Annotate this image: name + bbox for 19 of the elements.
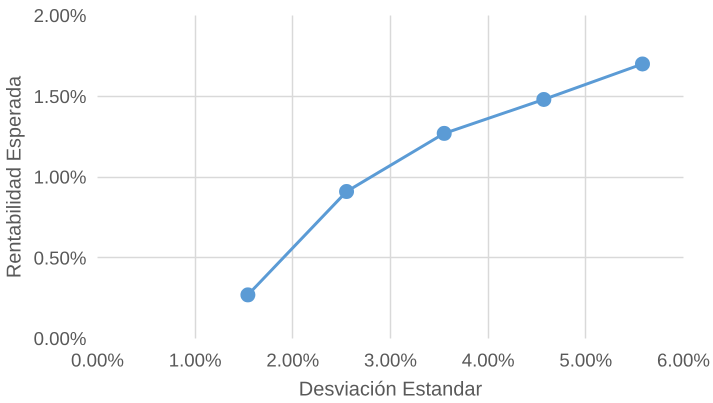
y-tick-label: 0.50%	[34, 247, 87, 268]
x-axis-title: Desviación Estandar	[298, 378, 483, 400]
x-tick-label: 5.00%	[559, 350, 612, 370]
x-tick-label: 4.00%	[462, 350, 515, 370]
point	[339, 184, 354, 200]
x-tick-label: 6.00%	[657, 350, 710, 370]
x-tick-label: 2.00%	[266, 350, 320, 370]
x-tick-label: 1.00%	[168, 350, 222, 370]
y-tick-label: 1.00%	[34, 166, 87, 188]
point	[536, 92, 552, 107]
point	[436, 126, 452, 141]
y-axis-title: Rentabilidad Esperada	[4, 74, 26, 278]
x-tick-label: 3.00%	[364, 350, 417, 370]
y-tick-label: 2.00%	[34, 5, 87, 26]
y-tick-label: 0.00%	[34, 328, 87, 349]
point	[240, 287, 256, 302]
x-tick-label: 0.00%	[71, 350, 124, 370]
y-tick-label: 1.50%	[34, 86, 87, 107]
point	[634, 56, 650, 72]
